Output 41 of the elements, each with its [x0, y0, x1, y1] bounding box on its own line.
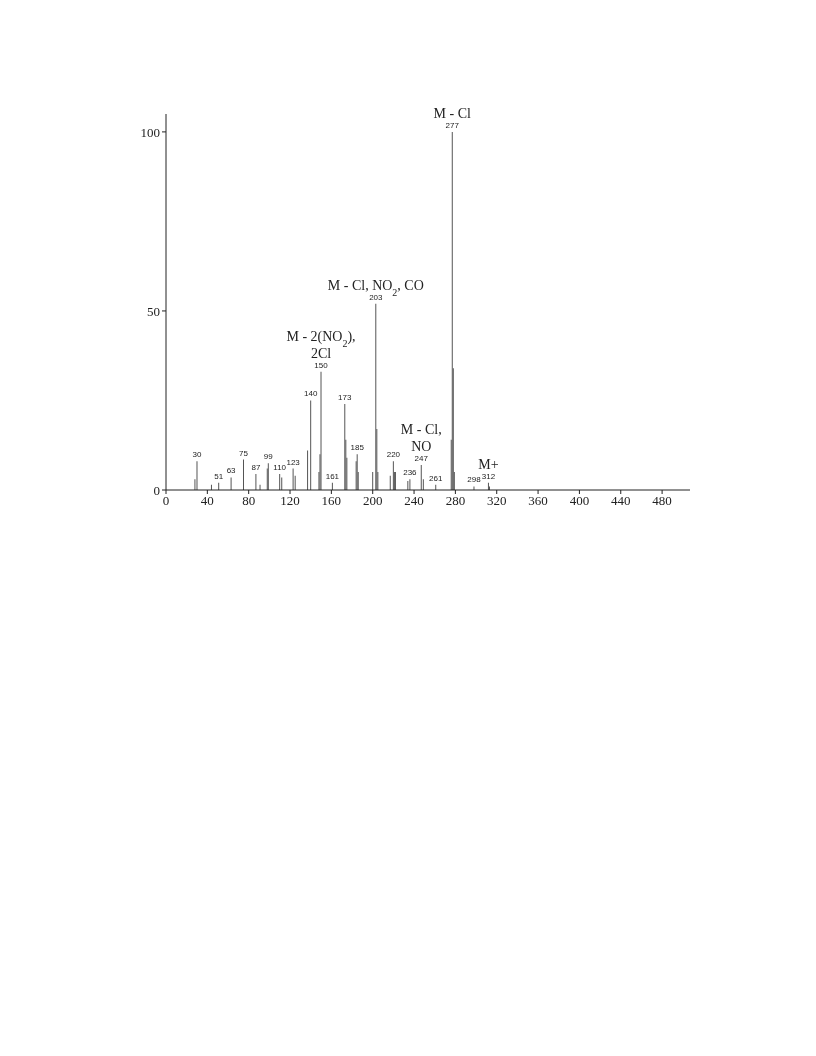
x-tick-label: 440	[611, 493, 631, 509]
annotation: 261	[429, 473, 443, 483]
annotation: 51	[214, 471, 224, 481]
annotation: 312	[481, 471, 496, 481]
annotation: 99	[263, 452, 274, 462]
annotation: 185	[350, 443, 365, 453]
annotation: 150	[314, 360, 329, 370]
annotation: 220	[386, 450, 401, 460]
annotation: M - Cl, NO	[400, 421, 442, 454]
annotation: M - Cl	[433, 105, 472, 121]
annotation: 30	[192, 450, 202, 460]
annotation: M - 2(NO$_{2}$), 2Cl	[286, 328, 356, 361]
annotation: 247	[414, 453, 429, 463]
y-tick-label: 0	[153, 482, 160, 498]
x-tick-label: 80	[242, 493, 256, 509]
annotation: M+	[478, 456, 499, 472]
x-tick-label: 160	[321, 493, 342, 509]
annotation: 298	[467, 475, 482, 485]
annotation: 173	[338, 393, 353, 403]
x-tick-label: 240	[404, 493, 424, 509]
x-tick-label: 360	[528, 493, 548, 509]
annotation: 110	[273, 462, 287, 472]
x-tick-label: 280	[445, 493, 466, 509]
annotation: 203	[369, 292, 384, 302]
annotation: 277	[445, 120, 460, 130]
x-tick-label: 0	[162, 493, 170, 509]
y-tick-label: 50	[147, 303, 160, 319]
x-tick-label: 120	[280, 493, 300, 509]
x-tick-label: 480	[652, 493, 672, 509]
x-tick-label: 400	[569, 493, 590, 509]
annotation: 161	[325, 471, 340, 481]
annotation: 236	[403, 468, 418, 478]
annotation: 123	[286, 457, 301, 467]
x-tick-label: 320	[486, 493, 507, 509]
y-tick-label: 100	[140, 124, 160, 140]
annotation: 140	[304, 389, 318, 399]
x-tick-label: 40	[200, 493, 214, 509]
annotation: 63	[226, 466, 237, 476]
annotation: 87	[251, 462, 261, 472]
annotation: 75	[239, 448, 249, 458]
x-tick-label: 200	[362, 493, 383, 509]
